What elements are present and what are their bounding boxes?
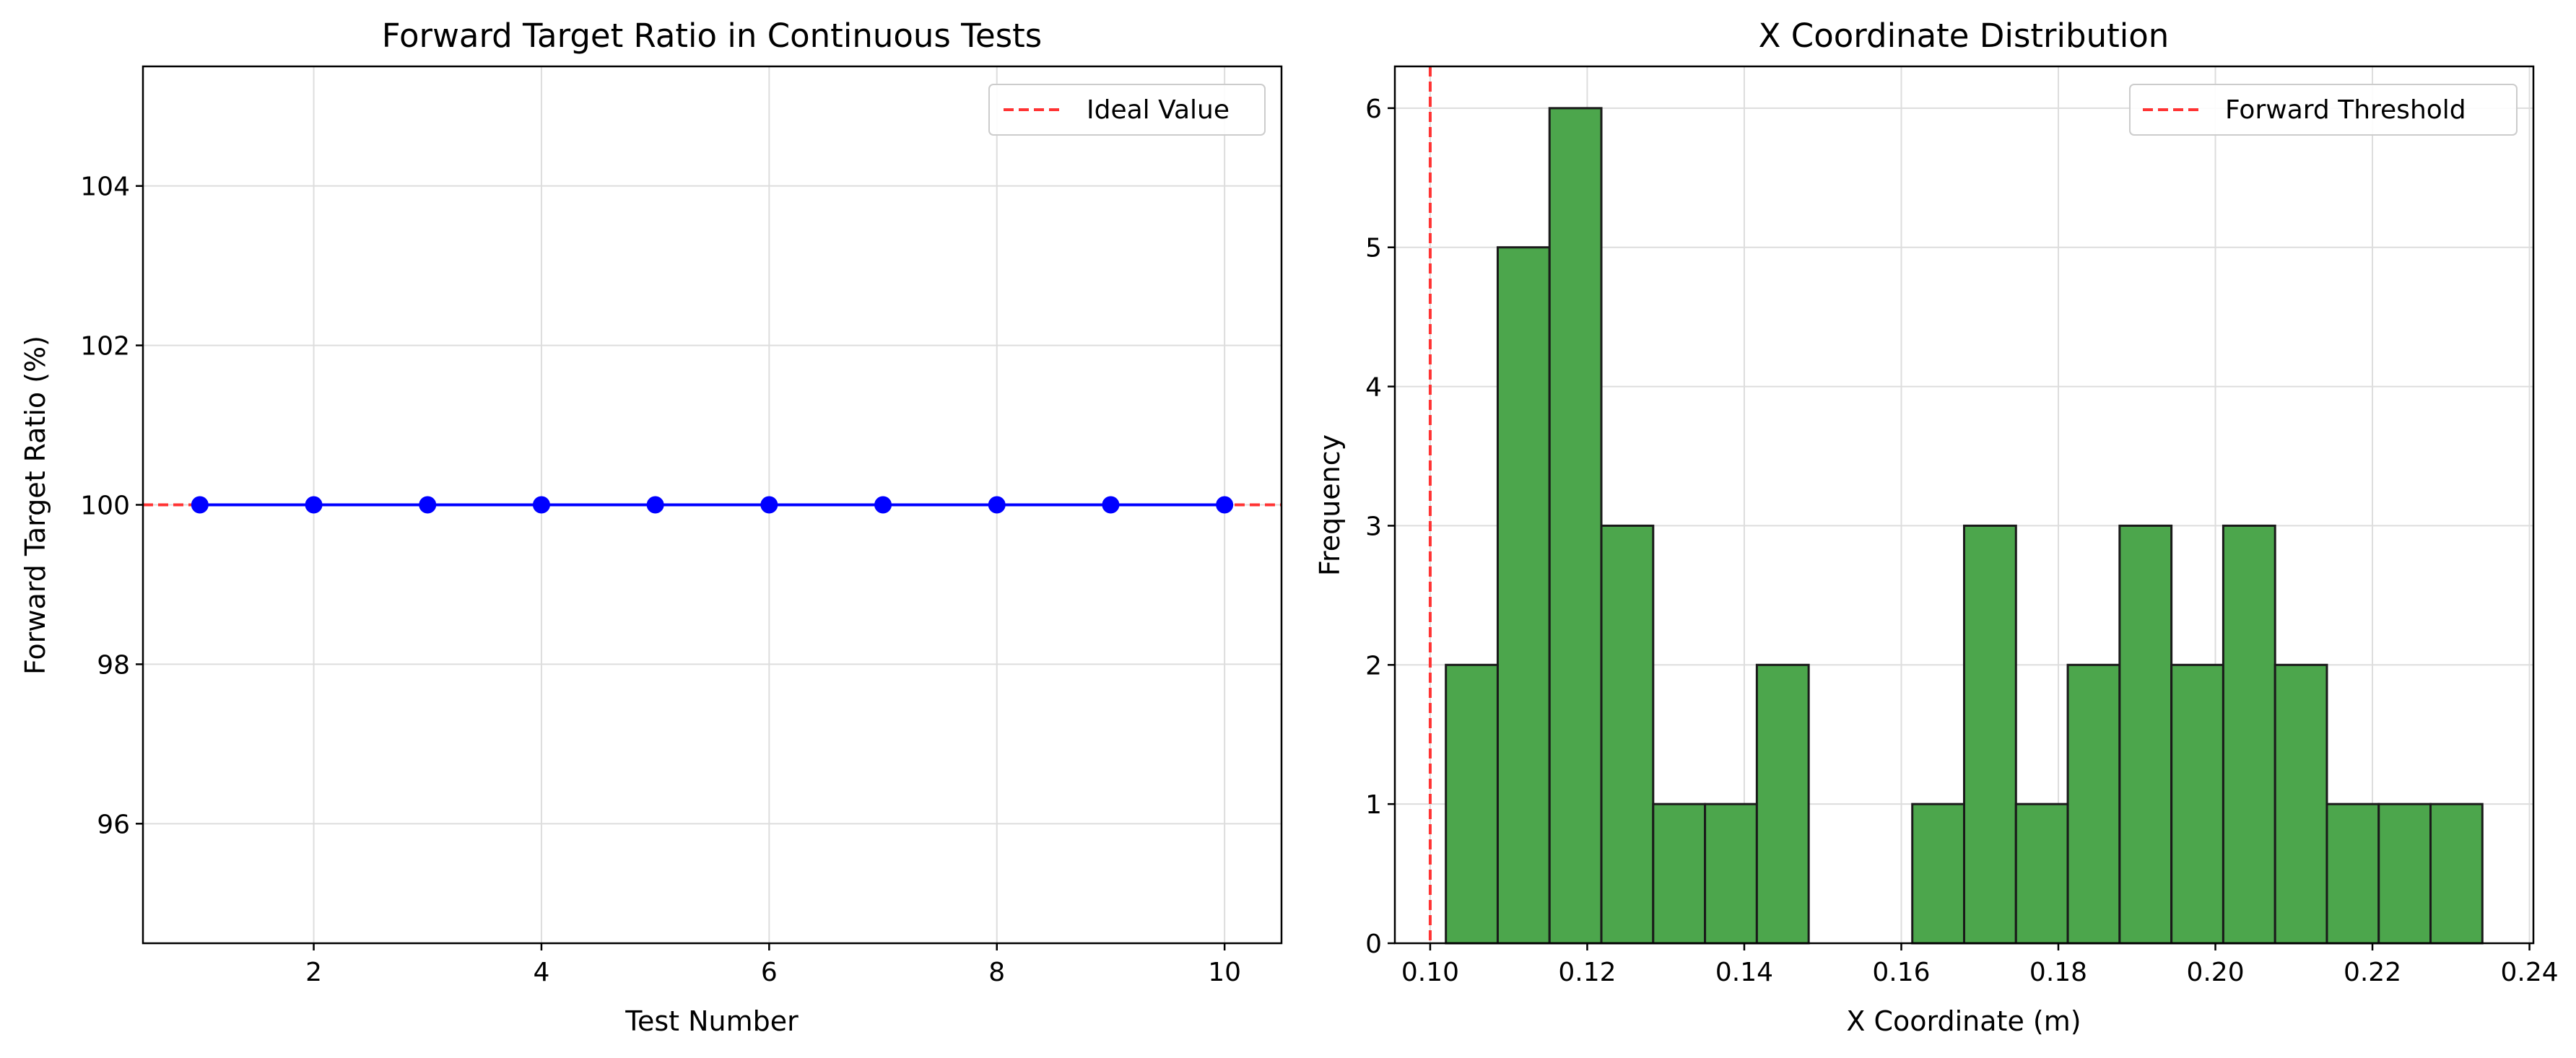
y-tick-label: 102 xyxy=(80,332,130,362)
y-tick-label: 2 xyxy=(1365,651,1382,681)
y-tick-label: 96 xyxy=(97,810,130,839)
x-tick-label: 6 xyxy=(761,958,778,987)
right-legend: Forward Threshold xyxy=(2129,84,2518,136)
right-legend-box xyxy=(2129,84,2518,136)
x-tick-label: 0.16 xyxy=(1872,958,1930,987)
histogram-bar xyxy=(1548,107,1603,945)
line-chart-forward-target-ratio: 2 4 6 8 10 96 98 100 102 104 Forward Target Rati… xyxy=(19,17,1283,1037)
y-tick-label: 5 xyxy=(1365,234,1382,263)
x-tick-label: 0.10 xyxy=(1401,958,1459,987)
histogram-bar xyxy=(1652,803,1707,945)
left-y-axis-label: Forward Target Ratio (%) xyxy=(19,336,51,675)
data-point xyxy=(988,496,1006,514)
x-tick-label: 2 xyxy=(305,958,322,987)
left-chart-title: Forward Target Ratio in Continuous Tests xyxy=(382,17,1042,55)
histogram-bar xyxy=(2170,663,2224,945)
histogram-bar xyxy=(1911,803,1965,945)
histogram-bar xyxy=(1496,246,1551,945)
data-point xyxy=(1102,496,1120,514)
histogram-bar xyxy=(1755,663,1810,945)
right-bars xyxy=(1445,107,2484,945)
histogram-bar xyxy=(1600,524,1655,945)
x-tick-label: 0.20 xyxy=(2186,958,2244,987)
y-tick-label: 0 xyxy=(1365,930,1382,959)
x-tick-label: 4 xyxy=(533,958,549,987)
histogram-bar xyxy=(1963,524,2017,945)
histogram-x-coordinate-distribution: 0.10 0.12 0.14 0.16 0.18 0.20 0.22 0.24 0 1 2 3 4 5 6… xyxy=(1314,17,2559,1037)
histogram-bar xyxy=(2118,524,2173,945)
data-point xyxy=(305,496,323,514)
y-tick-label: 6 xyxy=(1365,95,1382,124)
histogram-bar xyxy=(1704,803,1758,945)
x-tick-label: 0.22 xyxy=(2344,958,2401,987)
histogram-bar xyxy=(2273,663,2328,945)
histogram-bar xyxy=(2429,803,2484,945)
left-legend-box xyxy=(988,84,1266,136)
data-point xyxy=(191,496,209,514)
data-point xyxy=(760,496,778,514)
left-y-ticks: 96 98 100 102 104 xyxy=(80,172,143,839)
right-x-axis-label: X Coordinate (m) xyxy=(1846,1005,2081,1037)
left-x-ticks: 2 4 6 8 10 xyxy=(305,943,1241,987)
y-tick-label: 104 xyxy=(80,172,130,202)
x-tick-label: 0.18 xyxy=(2029,958,2087,987)
right-x-ticks: 0.10 0.12 0.14 0.16 0.18 0.20 0.22 0.24 xyxy=(1401,943,2559,987)
data-point xyxy=(532,496,550,514)
data-point xyxy=(646,496,664,514)
right-y-ticks: 0 1 2 3 4 5 6 xyxy=(1365,95,1395,959)
histogram-bar xyxy=(2222,524,2276,945)
histogram-bar xyxy=(2377,803,2432,945)
y-tick-label: 100 xyxy=(80,491,130,521)
x-tick-label: 10 xyxy=(1208,958,1241,987)
left-x-axis-label: Test Number xyxy=(625,1005,799,1037)
y-tick-label: 3 xyxy=(1365,512,1382,541)
data-point xyxy=(419,496,437,514)
right-legend-label: Forward Threshold xyxy=(2225,95,2466,125)
left-legend: Ideal Value xyxy=(988,84,1266,136)
data-point xyxy=(1216,496,1234,514)
y-tick-label: 4 xyxy=(1365,373,1382,403)
x-tick-label: 0.24 xyxy=(2500,958,2558,987)
x-tick-label: 8 xyxy=(988,958,1005,987)
y-tick-label: 98 xyxy=(97,650,130,680)
histogram-bar xyxy=(2066,663,2121,945)
x-tick-label: 0.12 xyxy=(1558,958,1616,987)
histogram-bar xyxy=(2325,803,2380,945)
histogram-bar xyxy=(2014,803,2069,945)
right-plot-frame xyxy=(1393,65,2535,945)
histogram-bar xyxy=(1445,663,1499,945)
left-legend-label: Ideal Value xyxy=(1087,95,1230,125)
data-point xyxy=(874,496,892,514)
x-tick-label: 0.14 xyxy=(1715,958,1773,987)
y-tick-label: 1 xyxy=(1365,790,1382,820)
left-series xyxy=(191,496,1234,514)
right-chart-title: X Coordinate Distribution xyxy=(1759,17,2170,55)
right-y-axis-label: Frequency xyxy=(1314,434,1346,576)
